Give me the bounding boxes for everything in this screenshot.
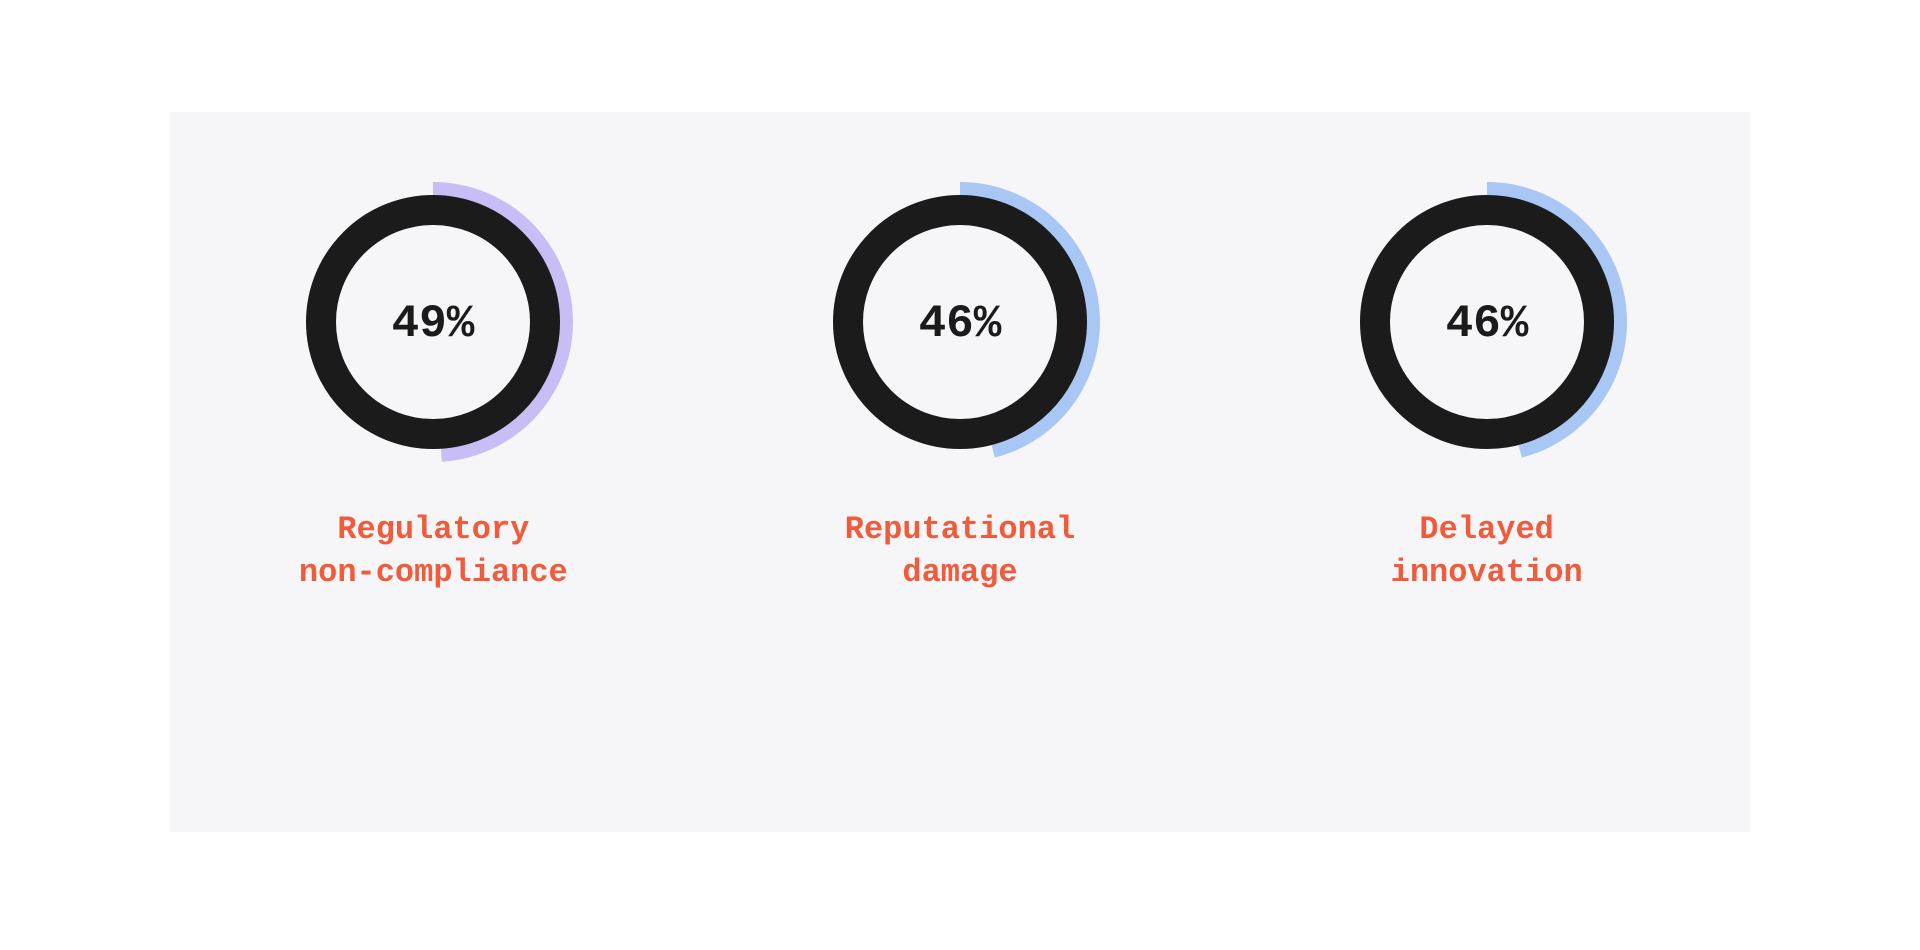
infographic-panel: 49% Regulatory non-compliance 46% Reputatio… [170, 112, 1750, 832]
donut-percent-label: 46% [1445, 298, 1528, 350]
donut-svg: 46% [820, 182, 1100, 462]
donut-chart: 49% Regulatory non-compliance [293, 182, 573, 594]
donut-chart: 46% Reputational damage [820, 182, 1100, 594]
donut-svg: 49% [293, 182, 573, 462]
donut-svg: 46% [1347, 182, 1627, 462]
donut-label: Regulatory non-compliance [299, 508, 568, 594]
donut-label: Delayed innovation [1391, 508, 1583, 594]
donut-label: Reputational damage [845, 508, 1075, 594]
donut-percent-label: 49% [392, 298, 475, 350]
donut-chart: 46% Delayed innovation [1347, 182, 1627, 594]
donut-percent-label: 46% [919, 298, 1002, 350]
